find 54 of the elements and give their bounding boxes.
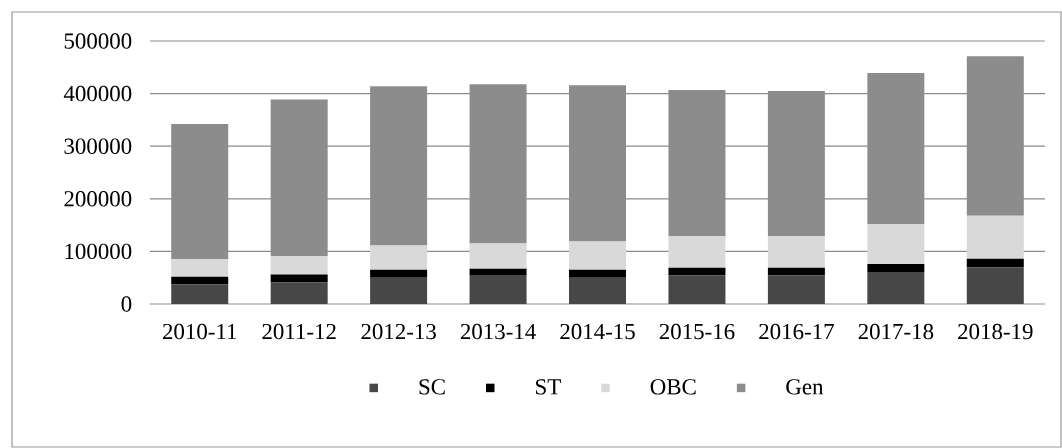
bar xyxy=(171,284,229,304)
bar xyxy=(767,90,825,237)
bar xyxy=(469,275,527,304)
bar xyxy=(569,277,626,304)
bar xyxy=(171,276,229,285)
x-tick-label: 2011-12 xyxy=(262,323,336,340)
x-tick-label: 2010-11 xyxy=(162,323,237,340)
bar xyxy=(668,267,726,276)
bar xyxy=(767,236,825,268)
bar xyxy=(966,258,1024,268)
bar xyxy=(171,259,229,277)
bar xyxy=(270,282,328,304)
y-tick-label: 500000 xyxy=(64,33,132,49)
bar xyxy=(668,89,726,237)
bar xyxy=(966,267,1024,304)
bar xyxy=(569,241,626,270)
x-tick-label: 2015-16 xyxy=(659,323,735,340)
bar xyxy=(867,73,925,225)
bar xyxy=(867,271,925,304)
bar xyxy=(767,275,825,304)
legend-label: ST xyxy=(536,379,561,395)
bar xyxy=(171,124,229,260)
bar xyxy=(270,99,328,257)
y-tick-label: 200000 xyxy=(64,191,132,207)
bar xyxy=(370,277,428,304)
y-tick-label: 100000 xyxy=(65,243,132,260)
x-tick-label: 2014-15 xyxy=(560,323,635,340)
x-tick-label: 2018-19 xyxy=(958,323,1033,340)
bar xyxy=(767,267,825,276)
bar xyxy=(569,85,626,242)
x-tick-label: 2017-18 xyxy=(858,323,934,340)
y-tick-label: 0 xyxy=(121,296,132,312)
legend-label: OBC xyxy=(650,379,696,395)
bar xyxy=(370,245,428,270)
x-tick-label: 2016-17 xyxy=(759,323,834,340)
bar xyxy=(469,243,527,269)
bar xyxy=(867,264,925,272)
y-tick-label: 400000 xyxy=(63,85,132,102)
bar xyxy=(668,275,726,304)
bar xyxy=(469,84,527,244)
bar xyxy=(370,86,428,246)
bar xyxy=(569,269,626,278)
legend-label: Gen xyxy=(786,379,824,395)
y-tick-label: 300000 xyxy=(64,138,132,154)
x-tick-label: 2013-14 xyxy=(460,323,536,340)
bar xyxy=(469,268,527,276)
bar xyxy=(966,56,1024,216)
bar xyxy=(668,236,726,268)
bar xyxy=(370,269,428,278)
bar xyxy=(270,256,328,275)
x-tick-label: 2012-13 xyxy=(361,323,436,340)
bar xyxy=(966,215,1024,259)
legend-label: SC xyxy=(419,379,445,395)
bar xyxy=(867,224,925,265)
